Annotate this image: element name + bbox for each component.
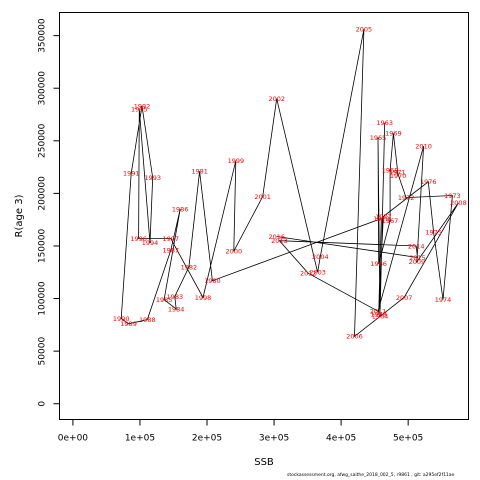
y-tick-label: 0 [38, 401, 48, 407]
year-label-1968: 1968 [382, 167, 399, 175]
year-label-1999: 1999 [228, 157, 245, 165]
year-label-1982: 1982 [181, 263, 198, 271]
year-label-1987: 1987 [163, 246, 180, 254]
year-label-1992: 1992 [134, 102, 151, 110]
year-label-2011: 2011 [370, 307, 387, 315]
year-label-1976: 1976 [420, 178, 437, 186]
year-label-1996: 1996 [130, 235, 147, 243]
year-label-1977: 1977 [375, 213, 392, 221]
year-label-1994: 1994 [142, 239, 159, 247]
x-axis-title: SSB [254, 457, 274, 468]
x-tick-label: 5e+05 [393, 434, 423, 444]
year-label-2015: 2015 [409, 254, 426, 262]
year-label-2010: 2010 [415, 142, 432, 150]
y-tick-label: 350000 [38, 18, 48, 53]
year-label-2004: 2004 [312, 253, 329, 261]
year-label-1971: 1971 [389, 169, 406, 177]
y-tick-label: 250000 [38, 123, 48, 158]
y-axis-title: R(age 3) [14, 194, 25, 237]
year-label-1981: 1981 [191, 168, 208, 176]
year-label-1970: 1970 [390, 172, 407, 180]
year-label-2009: 2009 [409, 258, 426, 266]
year-label-2012: 2012 [300, 270, 317, 278]
y-tick-label: 100000 [38, 281, 48, 316]
x-tick-label: 2e+05 [192, 434, 222, 444]
x-tick-label: 4e+05 [326, 434, 356, 444]
year-label-1969: 1969 [385, 130, 402, 138]
y-tick-label: 200000 [38, 176, 48, 211]
year-label-1998: 1998 [195, 294, 212, 302]
year-label-1993: 1993 [144, 174, 161, 182]
year-label-1978: 1978 [370, 311, 387, 319]
year-label-1965: 1965 [370, 134, 387, 142]
year-label-2013: 2013 [271, 237, 288, 245]
year-label-1966: 1966 [370, 260, 387, 268]
year-label-1963: 1963 [376, 119, 393, 127]
year-label-1972: 1972 [398, 194, 415, 202]
year-label-1985: 1985 [156, 296, 173, 304]
year-label-2006: 2006 [346, 333, 363, 341]
plot-frame [59, 12, 469, 420]
year-label-2003: 2003 [309, 269, 326, 277]
year-label-1973: 1973 [444, 192, 461, 200]
year-label-1984: 1984 [168, 305, 185, 313]
year-label-2001: 2001 [254, 193, 271, 201]
year-label-1964: 1964 [372, 313, 389, 321]
y-tick-label: 50000 [38, 337, 48, 366]
year-label-2008: 2008 [450, 199, 467, 207]
year-label-2002: 2002 [268, 95, 285, 103]
year-label-2014: 2014 [408, 242, 425, 250]
x-tick-label: 1e+05 [125, 434, 155, 444]
year-label-1980: 1980 [204, 277, 221, 285]
year-label-1974: 1974 [435, 296, 452, 304]
year-label-2007: 2007 [396, 294, 413, 302]
year-label-1991: 1991 [123, 170, 140, 178]
year-label-1975: 1975 [425, 229, 442, 237]
year-label-2000: 2000 [226, 248, 243, 256]
year-label-1979: 1979 [373, 215, 390, 223]
year-label-1989: 1989 [120, 320, 137, 328]
source-footnote: stockassessment.org, afwg_saithe_2018_00… [287, 473, 455, 478]
sr-trajectory-line [120, 29, 459, 338]
series-line [120, 29, 459, 338]
y-tick-label: 300000 [38, 71, 48, 106]
x-tick-label: 3e+05 [259, 434, 289, 444]
year-label-1967: 1967 [382, 217, 399, 225]
year-label-1995: 1995 [131, 106, 148, 114]
year-label-1986: 1986 [172, 205, 189, 213]
year-label-1988: 1988 [139, 316, 156, 324]
year-label-2016: 2016 [268, 233, 285, 241]
axes-layer: 0e+00 1e+05 2e+05 3e+05 4e+05 5e+05 0 50000 1000… [38, 18, 424, 443]
year-label-1983: 1983 [167, 293, 184, 301]
year-label-2005: 2005 [356, 26, 373, 34]
x-tick-label: 0e+00 [58, 434, 89, 444]
year-label-1990: 1990 [113, 315, 130, 323]
y-tick-label: 150000 [38, 229, 48, 264]
year-label-1997: 1997 [163, 235, 180, 243]
